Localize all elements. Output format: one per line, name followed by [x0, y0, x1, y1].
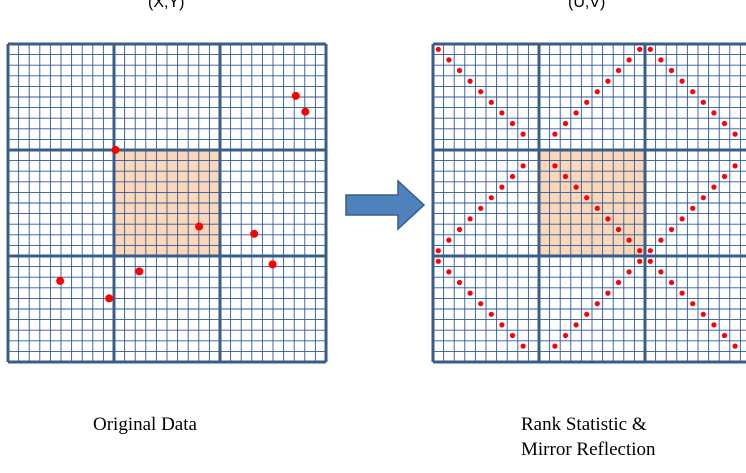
left-panel-title: (X,Y) — [148, 0, 185, 11]
right-data-point — [626, 269, 632, 275]
left-grid — [6, 42, 328, 364]
right-data-point — [467, 78, 473, 84]
right-data-point — [456, 279, 463, 286]
right-data-point — [679, 290, 685, 296]
right-data-point — [520, 131, 526, 137]
right-data-point — [647, 46, 653, 52]
right-data-point — [679, 78, 685, 84]
right-data-point — [700, 195, 706, 201]
right-data-point — [594, 89, 600, 95]
right-data-point — [509, 120, 516, 127]
right-data-point — [584, 195, 590, 201]
right-data-point — [721, 120, 728, 127]
right-data-point — [584, 99, 590, 105]
right-data-point — [562, 120, 569, 127]
right-data-point — [615, 67, 622, 74]
right-data-point — [732, 131, 738, 137]
right-data-point — [711, 322, 717, 328]
left-panel-caption: Original Data — [93, 414, 197, 435]
right-data-point — [573, 184, 579, 190]
right-data-point — [435, 258, 441, 264]
right-panel-title: (U,V) — [568, 0, 606, 11]
right-data-point — [647, 248, 653, 254]
right-data-point — [467, 216, 473, 222]
right-data-point — [446, 237, 452, 243]
right-data-point — [690, 301, 696, 307]
right-data-point — [711, 184, 717, 190]
right-data-point — [637, 248, 643, 254]
right-grid — [431, 42, 746, 364]
left-data-point — [135, 267, 144, 276]
right-data-point — [573, 110, 579, 116]
left-data-point — [56, 276, 65, 285]
right-data-point — [732, 343, 738, 349]
right-data-point — [478, 89, 484, 95]
right-data-point — [584, 311, 590, 317]
left-data-point — [111, 145, 120, 154]
right-data-point — [721, 173, 728, 180]
left-data-point — [195, 222, 204, 231]
right-data-point — [605, 290, 611, 296]
right-data-point — [594, 301, 600, 307]
left-data-point — [250, 229, 259, 238]
left-data-point — [105, 294, 114, 303]
right-data-point — [658, 57, 664, 63]
right-data-point — [700, 311, 706, 317]
right-data-point — [573, 322, 579, 328]
right-data-point — [668, 226, 675, 233]
right-data-point — [679, 216, 685, 222]
right-arrow-icon — [345, 179, 426, 231]
right-data-point — [668, 279, 675, 286]
right-data-point — [467, 290, 473, 296]
right-data-point — [690, 205, 696, 211]
right-data-point — [520, 343, 526, 349]
right-panel-caption-line2: Mirror Reflection — [521, 439, 656, 460]
right-data-point — [509, 332, 516, 339]
right-data-point — [552, 343, 558, 349]
right-data-point — [605, 216, 611, 222]
right-data-point — [562, 173, 569, 180]
right-data-point — [499, 110, 505, 116]
right-data-point — [594, 205, 600, 211]
right-data-point — [605, 78, 611, 84]
right-data-point — [456, 67, 463, 74]
right-data-point — [478, 205, 484, 211]
right-panel-caption-line1: Rank Statistic & — [521, 414, 647, 435]
right-data-point — [488, 99, 494, 105]
right-data-point — [732, 163, 738, 169]
right-data-point — [478, 301, 484, 307]
right-data-point — [509, 173, 516, 180]
right-data-point — [446, 57, 452, 63]
right-data-point — [637, 46, 643, 52]
right-data-point — [456, 226, 463, 233]
right-data-point — [499, 184, 505, 190]
right-data-point — [711, 110, 717, 116]
right-data-point — [700, 99, 706, 105]
right-data-point — [637, 258, 643, 264]
right-data-point — [626, 237, 632, 243]
right-data-point — [626, 57, 632, 63]
right-data-point — [552, 131, 558, 137]
right-data-point — [658, 269, 664, 275]
right-data-point — [658, 237, 664, 243]
right-data-point — [488, 311, 494, 317]
right-data-point — [446, 269, 452, 275]
right-data-point — [488, 195, 494, 201]
right-data-point — [435, 46, 441, 52]
left-data-point — [268, 260, 277, 269]
right-data-point — [647, 258, 653, 264]
right-data-point — [435, 248, 441, 254]
left-data-point — [291, 91, 300, 100]
left-data-point — [301, 107, 310, 116]
right-data-point — [499, 322, 505, 328]
right-data-point — [562, 332, 569, 339]
right-data-point — [668, 67, 675, 74]
right-data-point — [520, 163, 526, 169]
right-data-point — [552, 163, 558, 169]
right-data-point — [615, 226, 622, 233]
right-data-point — [690, 89, 696, 95]
right-data-point — [615, 279, 622, 286]
right-data-point — [721, 332, 728, 339]
